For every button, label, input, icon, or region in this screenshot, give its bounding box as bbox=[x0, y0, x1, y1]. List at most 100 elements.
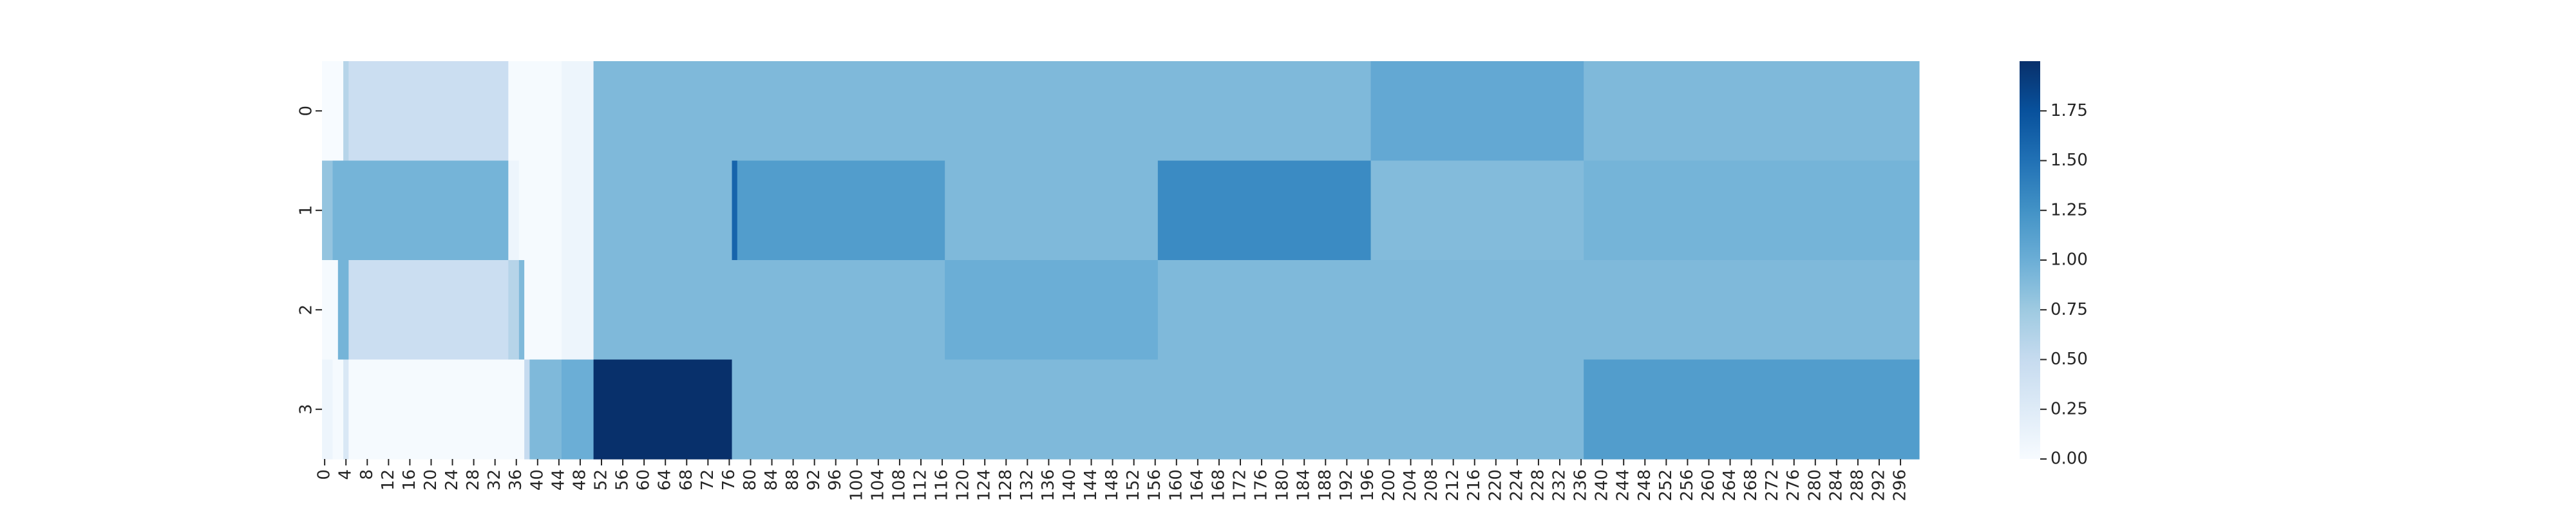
heatmap-cell-row3-seg1 bbox=[332, 359, 344, 460]
x-tick-label: 264 bbox=[1720, 469, 1739, 501]
x-tick-label: 292 bbox=[1870, 469, 1889, 501]
x-tick-label: 96 bbox=[826, 469, 845, 491]
heatmap-cell-row3-seg7 bbox=[593, 359, 733, 460]
heatmap-cell-row2-seg2 bbox=[348, 260, 509, 360]
x-tick-label: 248 bbox=[1635, 469, 1654, 501]
x-tick-label: 152 bbox=[1124, 469, 1143, 501]
x-tick-label: 92 bbox=[804, 469, 824, 491]
x-tick-label: 216 bbox=[1464, 469, 1484, 501]
heatmap-cell-row0-seg5 bbox=[593, 61, 1372, 162]
x-tick-label: 252 bbox=[1656, 469, 1676, 501]
x-axis: 0 4 8 12 16 20 24 28 32 36 40 44 48 52 56 60 64 68 72 76 80 8… bbox=[315, 459, 1910, 501]
x-tick-label: 144 bbox=[1081, 469, 1101, 501]
colorbar-tick-label: 1.00 bbox=[2050, 250, 2088, 270]
x-tick-label: 72 bbox=[698, 469, 717, 491]
heatmap-cell-row0-seg6 bbox=[1370, 61, 1584, 162]
x-tick-label: 128 bbox=[996, 469, 1016, 501]
x-tick-label: 116 bbox=[933, 469, 952, 501]
heatmap-cell-row2-seg1 bbox=[337, 260, 349, 360]
heatmap-cells bbox=[322, 61, 1920, 460]
x-tick-label: 24 bbox=[442, 469, 462, 491]
colorbar-tick-label: 1.50 bbox=[2050, 151, 2088, 170]
heatmap-cell-row1-seg9 bbox=[1157, 160, 1372, 261]
heatmap-cell-row1-seg6 bbox=[732, 160, 738, 261]
x-tick-label: 232 bbox=[1550, 469, 1569, 501]
x-tick-label: 56 bbox=[613, 469, 632, 491]
x-tick-label: 44 bbox=[549, 469, 568, 491]
heatmap-cell-row1-seg3 bbox=[518, 160, 562, 261]
heatmap-cell-row2-seg7 bbox=[593, 260, 945, 360]
heatmap-cell-row2-seg9 bbox=[1157, 260, 1920, 360]
heatmap-cell-row0-seg0 bbox=[322, 61, 344, 162]
y-tick-label: 1 bbox=[297, 205, 316, 216]
x-tick-label: 16 bbox=[400, 469, 419, 491]
x-tick-label: 180 bbox=[1273, 469, 1293, 501]
heatmap-cell-row1-seg7 bbox=[737, 160, 945, 261]
x-tick-label: 80 bbox=[741, 469, 760, 491]
heatmap-cell-row2-seg0 bbox=[322, 260, 339, 360]
x-tick-label: 220 bbox=[1486, 469, 1505, 501]
x-tick-label: 244 bbox=[1614, 469, 1633, 501]
x-tick-label: 280 bbox=[1805, 469, 1824, 501]
x-tick-label: 268 bbox=[1741, 469, 1761, 501]
x-tick-label: 288 bbox=[1848, 469, 1867, 501]
heatmap-cell-row1-seg11 bbox=[1584, 160, 1920, 261]
colorbar-tick-label: 0.75 bbox=[2050, 300, 2088, 319]
x-tick-label: 8 bbox=[357, 469, 377, 480]
colorbar-gradient bbox=[2020, 61, 2040, 459]
x-tick-label: 208 bbox=[1422, 469, 1441, 501]
x-tick-label: 84 bbox=[762, 469, 781, 491]
heatmap-cell-row2-seg6 bbox=[562, 260, 594, 360]
x-tick-label: 64 bbox=[656, 469, 675, 491]
x-tick-label: 164 bbox=[1188, 469, 1207, 501]
x-tick-label: 276 bbox=[1784, 469, 1803, 501]
x-tick-label: 112 bbox=[911, 469, 931, 501]
x-tick-label: 100 bbox=[847, 469, 866, 501]
heatmap-cell-row2-seg4 bbox=[518, 260, 525, 360]
x-tick-label: 28 bbox=[464, 469, 483, 491]
x-tick-label: 4 bbox=[336, 469, 355, 480]
x-tick-label: 236 bbox=[1571, 469, 1591, 501]
x-tick-label: 188 bbox=[1316, 469, 1335, 501]
x-tick-label: 136 bbox=[1039, 469, 1058, 501]
x-tick-label: 32 bbox=[485, 469, 504, 491]
x-tick-label: 36 bbox=[506, 469, 526, 491]
x-tick-label: 48 bbox=[570, 469, 589, 491]
heatmap-cell-row1-seg4 bbox=[562, 160, 594, 261]
heatmap-cell-row1-seg0 bbox=[322, 160, 334, 261]
heatmap-cell-row1-seg1 bbox=[332, 160, 509, 261]
x-tick-label: 88 bbox=[783, 469, 802, 491]
heatmap-cell-row2-seg8 bbox=[945, 260, 1159, 360]
x-tick-label: 156 bbox=[1145, 469, 1164, 501]
x-tick-label: 60 bbox=[634, 469, 654, 491]
colorbar-tick-label: 0.25 bbox=[2050, 399, 2088, 418]
heatmap-cell-row3-seg9 bbox=[1584, 359, 1920, 460]
x-tick-label: 124 bbox=[975, 469, 994, 501]
heatmap-cell-row0-seg4 bbox=[562, 61, 594, 162]
heatmap-cell-row3-seg0 bbox=[322, 359, 334, 460]
x-tick-label: 256 bbox=[1678, 469, 1697, 501]
x-tick-label: 76 bbox=[719, 469, 739, 491]
heatmap-cell-row3-seg4 bbox=[524, 359, 530, 460]
heatmap-cell-row1-seg2 bbox=[508, 160, 520, 261]
colorbar-tick-label: 1.75 bbox=[2050, 101, 2088, 120]
x-tick-label: 40 bbox=[527, 469, 547, 491]
x-tick-label: 68 bbox=[677, 469, 696, 491]
heatmap-cell-row3-seg8 bbox=[732, 359, 1584, 460]
x-tick-label: 104 bbox=[868, 469, 887, 501]
colorbar-tick-label: 0.00 bbox=[2050, 449, 2088, 469]
heatmap-cell-row3-seg5 bbox=[529, 359, 562, 460]
colorbar-tick-label: 1.25 bbox=[2050, 200, 2088, 220]
x-tick-label: 192 bbox=[1337, 469, 1356, 501]
x-tick-label: 140 bbox=[1060, 469, 1079, 501]
x-tick-label: 176 bbox=[1252, 469, 1271, 501]
x-tick-label: 204 bbox=[1401, 469, 1420, 501]
heatmap-cell-row0-seg1 bbox=[343, 61, 349, 162]
y-tick-label: 2 bbox=[297, 304, 316, 315]
y-axis: 0 1 2 3 bbox=[297, 106, 322, 415]
heatmap-cell-row2-seg3 bbox=[508, 260, 520, 360]
x-tick-label: 200 bbox=[1379, 469, 1399, 501]
colorbar: 0.00 0.25 0.50 0.75 1.00 1.25 1.50 1.75 bbox=[2020, 61, 2088, 469]
heatmap-cell-row3-seg3 bbox=[348, 359, 525, 460]
